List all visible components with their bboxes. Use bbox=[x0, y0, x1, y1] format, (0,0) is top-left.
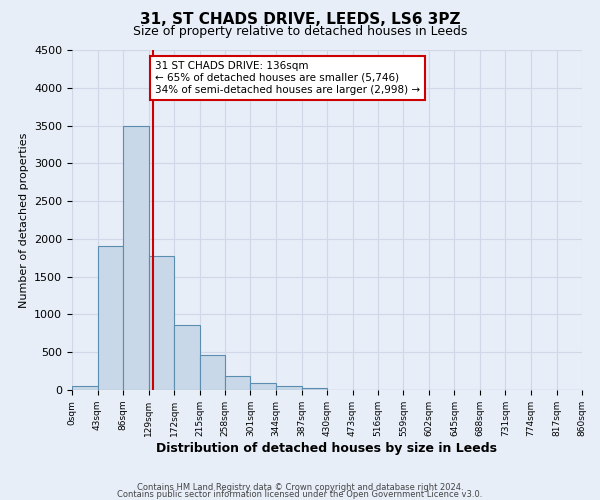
Bar bbox=[251, 383, 276, 390]
Bar bbox=[174, 325, 199, 390]
Text: 31 ST CHADS DRIVE: 136sqm
← 65% of detached houses are smaller (5,746)
34% of se: 31 ST CHADS DRIVE: 136sqm ← 65% of detac… bbox=[155, 62, 420, 94]
Bar bbox=[97, 246, 123, 390]
Bar bbox=[72, 386, 97, 390]
Bar bbox=[149, 256, 174, 390]
Bar bbox=[276, 386, 302, 390]
Text: 31, ST CHADS DRIVE, LEEDS, LS6 3PZ: 31, ST CHADS DRIVE, LEEDS, LS6 3PZ bbox=[140, 12, 460, 28]
Bar bbox=[199, 355, 225, 390]
Bar bbox=[225, 376, 251, 390]
Text: Contains public sector information licensed under the Open Government Licence v3: Contains public sector information licen… bbox=[118, 490, 482, 499]
Bar bbox=[123, 126, 149, 390]
Bar bbox=[302, 388, 327, 390]
X-axis label: Distribution of detached houses by size in Leeds: Distribution of detached houses by size … bbox=[157, 442, 497, 454]
Text: Size of property relative to detached houses in Leeds: Size of property relative to detached ho… bbox=[133, 25, 467, 38]
Y-axis label: Number of detached properties: Number of detached properties bbox=[19, 132, 29, 308]
Text: Contains HM Land Registry data © Crown copyright and database right 2024.: Contains HM Land Registry data © Crown c… bbox=[137, 484, 463, 492]
